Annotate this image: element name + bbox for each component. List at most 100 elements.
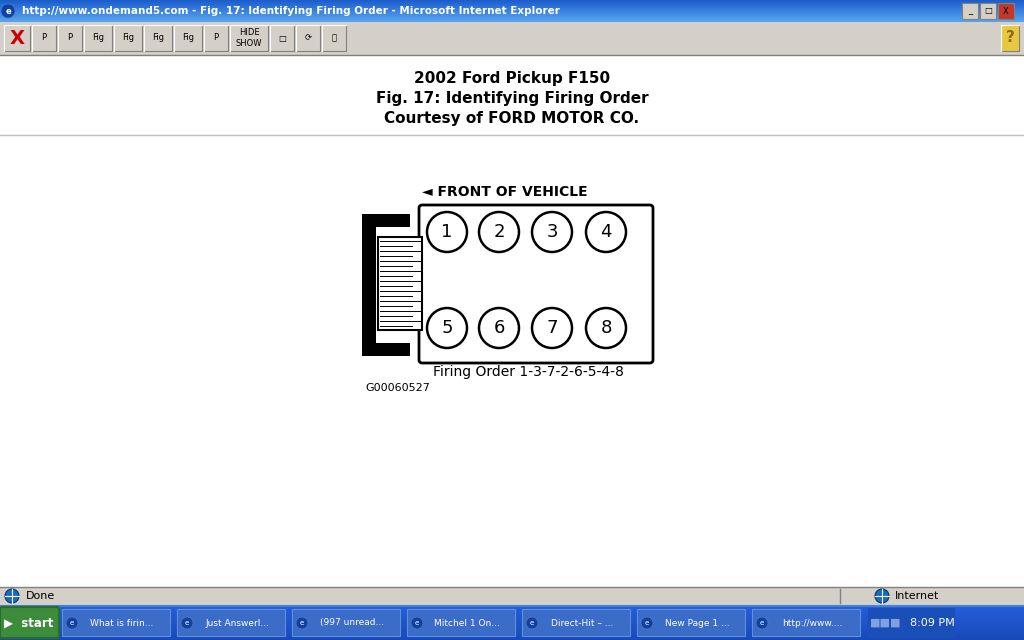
Circle shape: [427, 308, 467, 348]
Bar: [270, 25, 294, 51]
Bar: [0, 2, 1024, 3]
Bar: [0, 635, 1024, 636]
Bar: [114, 25, 142, 51]
Circle shape: [66, 617, 78, 629]
Text: http://www....: http://www....: [781, 618, 842, 627]
Text: e: e: [300, 620, 304, 626]
Bar: [296, 25, 319, 51]
Bar: [637, 609, 745, 636]
Bar: [1001, 25, 1019, 51]
Bar: [0, 632, 1024, 633]
Text: 8: 8: [600, 319, 611, 337]
Circle shape: [756, 617, 768, 629]
Text: Fig: Fig: [92, 33, 104, 42]
Text: 1: 1: [441, 223, 453, 241]
Text: Fig: Fig: [122, 33, 134, 42]
Text: 7: 7: [546, 319, 558, 337]
Bar: [0, 609, 1024, 610]
Text: G00060527: G00060527: [365, 383, 430, 393]
Bar: [0, 15, 1024, 16]
Text: ⟳: ⟳: [304, 33, 311, 42]
Bar: [362, 214, 410, 227]
Text: _: _: [968, 6, 972, 15]
Text: 3: 3: [546, 223, 558, 241]
Bar: [0, 17, 1024, 18]
Text: e: e: [760, 620, 764, 626]
Text: Internet: Internet: [895, 591, 939, 601]
Bar: [0, 620, 1024, 621]
Bar: [204, 25, 228, 51]
Bar: [0, 0, 1024, 1]
Bar: [362, 214, 376, 356]
Circle shape: [526, 617, 538, 629]
Text: e: e: [70, 620, 74, 626]
Bar: [0, 3, 1024, 4]
Bar: [980, 3, 996, 19]
Bar: [0, 55, 1024, 587]
Text: X: X: [9, 29, 25, 47]
Bar: [0, 8, 1024, 9]
Text: □: □: [984, 6, 992, 15]
Bar: [0, 618, 1024, 619]
Circle shape: [479, 212, 519, 252]
Bar: [0, 7, 1024, 8]
Text: Fig. 17: Identifying Firing Order: Fig. 17: Identifying Firing Order: [376, 90, 648, 106]
Circle shape: [411, 617, 423, 629]
Bar: [0, 613, 1024, 614]
Bar: [144, 25, 172, 51]
Bar: [0, 6, 1024, 7]
Text: 2002 Ford Pickup F150: 2002 Ford Pickup F150: [414, 70, 610, 86]
Bar: [0, 615, 1024, 616]
Text: e: e: [185, 620, 189, 626]
Text: ▶  start: ▶ start: [4, 616, 53, 630]
Bar: [0, 607, 1024, 608]
Text: Mitchel 1 On...: Mitchel 1 On...: [434, 618, 500, 627]
Bar: [0, 10, 1024, 11]
Text: Fig: Fig: [182, 33, 194, 42]
Text: 2: 2: [494, 223, 505, 241]
Circle shape: [427, 212, 467, 252]
Bar: [0, 11, 1024, 12]
Text: Courtesy of FORD MOTOR CO.: Courtesy of FORD MOTOR CO.: [384, 111, 640, 125]
Circle shape: [296, 617, 308, 629]
Text: P: P: [213, 33, 218, 42]
Bar: [0, 623, 1024, 624]
Text: Fig: Fig: [152, 33, 164, 42]
Text: 5: 5: [441, 319, 453, 337]
Text: e: e: [5, 6, 11, 15]
Bar: [0, 13, 1024, 14]
Bar: [32, 25, 56, 51]
Bar: [0, 587, 1024, 605]
Bar: [0, 629, 1024, 630]
Bar: [0, 19, 1024, 20]
Bar: [0, 621, 1024, 622]
Text: Done: Done: [26, 591, 55, 601]
Bar: [0, 631, 1024, 632]
FancyBboxPatch shape: [0, 607, 59, 638]
Bar: [177, 609, 285, 636]
Text: Just Answerl...: Just Answerl...: [205, 618, 269, 627]
Bar: [0, 634, 1024, 635]
Bar: [0, 619, 1024, 620]
Bar: [0, 614, 1024, 615]
Bar: [0, 617, 1024, 618]
Bar: [0, 12, 1024, 13]
Circle shape: [1, 4, 15, 18]
Bar: [0, 626, 1024, 627]
Bar: [0, 608, 1024, 609]
Bar: [0, 1, 1024, 2]
Bar: [0, 628, 1024, 629]
Text: e: e: [645, 620, 649, 626]
Bar: [362, 343, 410, 356]
Text: ◄ FRONT OF VEHICLE: ◄ FRONT OF VEHICLE: [422, 185, 588, 199]
Bar: [62, 609, 170, 636]
Bar: [0, 630, 1024, 631]
Text: Direct-Hit – ...: Direct-Hit – ...: [551, 618, 613, 627]
Text: ?: ?: [1006, 31, 1015, 45]
Bar: [0, 610, 1024, 611]
Bar: [58, 25, 82, 51]
Bar: [0, 20, 1024, 21]
Bar: [0, 4, 1024, 5]
Bar: [0, 625, 1024, 626]
Bar: [752, 609, 860, 636]
